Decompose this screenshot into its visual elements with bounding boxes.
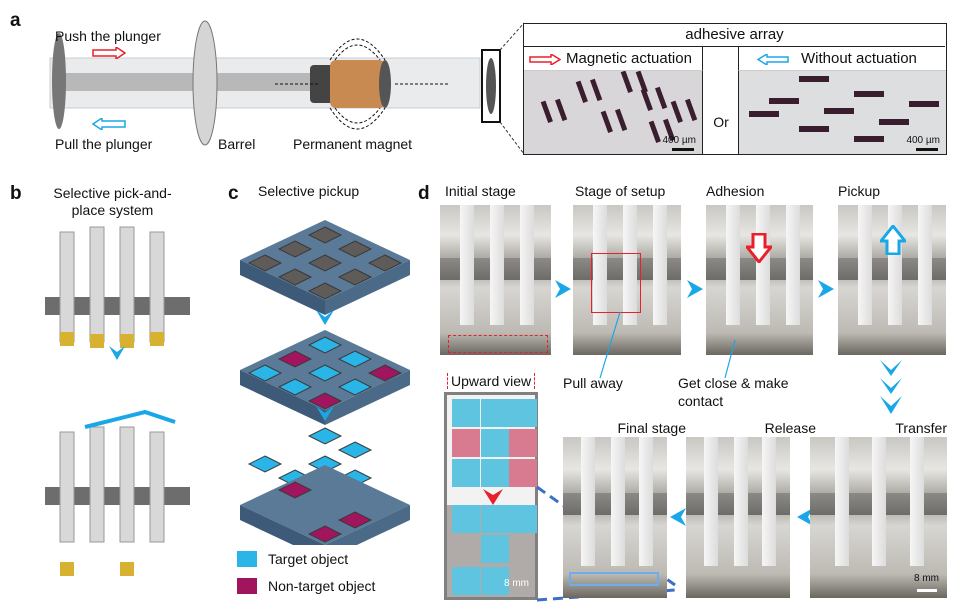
scale-bar-right xyxy=(916,148,938,151)
array-title: adhesive array xyxy=(524,24,945,47)
panel-a-label: a xyxy=(10,10,21,31)
barrel-text: Barrel xyxy=(218,136,256,152)
callout-lines xyxy=(599,311,736,379)
without-photo: 400 µm xyxy=(738,71,946,154)
scale-right: 400 µm xyxy=(906,135,940,146)
syringe-illustration xyxy=(49,20,501,146)
flow-arrow-icon xyxy=(555,280,571,298)
panel-b-label: b xyxy=(10,183,22,204)
selective-pickup-illustration xyxy=(240,220,410,545)
scale-left: 400 µm xyxy=(662,135,696,146)
pull-arrow-icon xyxy=(92,118,126,130)
legend-swatch-nontarget xyxy=(237,578,257,594)
push-plunger-text: Push the plunger xyxy=(55,28,161,44)
photo-adhesion xyxy=(706,205,813,355)
without-arrow-icon xyxy=(757,54,789,65)
red-down-arrow-icon xyxy=(483,489,503,505)
without-label: Without actuation xyxy=(801,50,917,67)
flow-arrow-left-icon xyxy=(670,508,686,526)
without-header: Without actuation xyxy=(738,47,946,71)
upward-view-label: Upward view xyxy=(447,373,536,389)
magnetic-arrow-icon xyxy=(529,54,561,65)
scale-bar-transfer xyxy=(917,589,937,592)
down-arrow-icon xyxy=(746,233,772,263)
photo-transfer: 8 mm xyxy=(810,437,947,598)
magnet-text: Permanent magnet xyxy=(293,136,413,152)
step-final: Final stage xyxy=(617,420,686,436)
up-arrow-icon xyxy=(880,225,906,255)
scale-transfer: 8 mm xyxy=(914,573,939,584)
legend-target: Target object xyxy=(268,551,349,567)
step-release: Release xyxy=(764,420,816,436)
highlight-box xyxy=(569,572,659,586)
or-text: Or xyxy=(713,114,729,130)
panel-b-title-2: place system xyxy=(71,202,154,218)
step-setup: Stage of setup xyxy=(575,183,666,199)
step-initial: Initial stage xyxy=(445,183,516,199)
tilted-pillars xyxy=(540,70,698,143)
flow-arrow-icon xyxy=(687,280,703,298)
photo-final xyxy=(563,437,667,598)
zoom-lines xyxy=(500,22,525,155)
step-pickup: Pickup xyxy=(838,183,881,199)
highlight-box xyxy=(591,253,641,313)
legend-swatch-target xyxy=(237,551,257,567)
adhesive-array-box: adhesive array Magnetic actuation Or Wit… xyxy=(523,23,947,155)
scale-bar-left xyxy=(672,148,694,151)
photo-setup xyxy=(573,205,681,355)
step-transfer: Transfer xyxy=(895,420,947,436)
scale-upward: 8 mm xyxy=(504,578,529,589)
get-close-text-2: contact xyxy=(678,393,724,409)
legend-nontarget: Non-target object xyxy=(268,578,376,594)
magnetic-header: Magnetic actuation xyxy=(524,47,703,71)
push-arrow-icon xyxy=(92,47,126,59)
flow-down-arrows-icon xyxy=(880,360,902,414)
panel-d-label: d xyxy=(418,183,430,204)
pull-away-text: Pull away xyxy=(563,375,623,391)
step-adhesion: Adhesion xyxy=(706,183,765,199)
pick-place-system-illustration xyxy=(45,226,190,576)
upright-pillars xyxy=(749,76,939,142)
upward-view-photo: 8 mm xyxy=(444,392,538,600)
panel-c-title: Selective pickup xyxy=(258,183,360,199)
get-close-text-1: Get close & make xyxy=(678,375,789,391)
panel-c-label: c xyxy=(228,183,239,204)
flow-arrow-left-icon xyxy=(797,508,813,526)
pull-plunger-text: Pull the plunger xyxy=(55,136,153,152)
photo-initial xyxy=(440,205,551,355)
flow-arrow-icon xyxy=(818,280,834,298)
highlight-box xyxy=(448,335,548,353)
photo-pickup xyxy=(838,205,946,355)
photo-release xyxy=(686,437,790,598)
panel-b-title-1: Selective pick-and- xyxy=(53,185,172,201)
magnetic-label: Magnetic actuation xyxy=(566,50,692,67)
magnetic-photo: 400 µm xyxy=(524,70,703,154)
